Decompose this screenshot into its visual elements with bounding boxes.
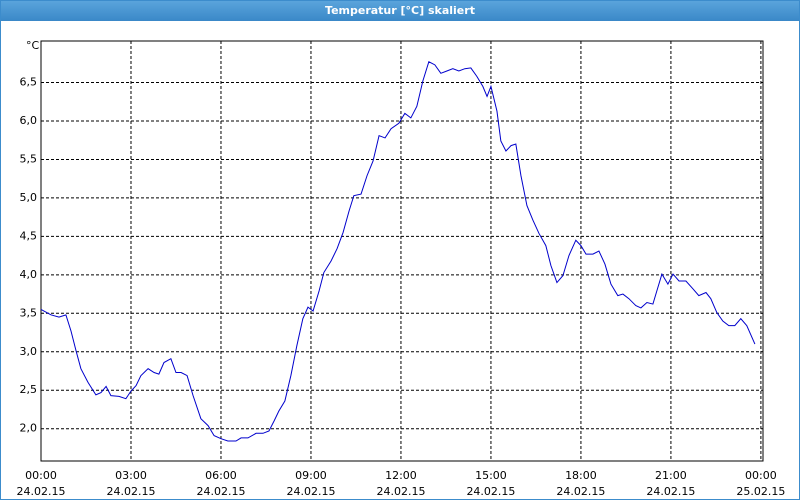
title-bar: Temperatur [°C] skaliert [1,1,799,21]
x-tick-label: 03:00 [115,469,147,482]
x-tick-date: 25.02.15 [736,485,785,498]
x-tick-label: 00:00 [25,469,57,482]
y-tick-label: 6,5 [20,76,38,89]
y-tick-label: 6,0 [20,114,38,127]
x-tick-date: 24.02.15 [376,485,425,498]
y-tick-label: 2,5 [20,383,38,396]
x-tick-date: 24.02.15 [466,485,515,498]
x-tick-date: 24.02.15 [286,485,335,498]
y-tick-label: 4,5 [20,229,38,242]
x-tick-label: 15:00 [475,469,507,482]
y-tick-label: 5,5 [20,152,38,165]
y-tick-label: 4,0 [20,268,38,281]
chart: °C 2,0 2,5 3,0 3,5 4,0 4,5 5,0 5,5 6,0 6,5 00:00 24… [17,39,786,498]
x-tick-label: 12:00 [385,469,417,482]
x-tick-date: 24.02.15 [556,485,605,498]
x-tick-label: 06:00 [205,469,237,482]
x-tick-label: 00:00 [745,469,777,482]
x-tick-label: 18:00 [565,469,597,482]
y-unit: °C [26,39,40,52]
plot-frame [40,40,764,462]
temperature-line [40,61,756,442]
x-tick-date: 24.02.15 [646,485,695,498]
x-tick-date: 24.02.15 [17,485,66,498]
x-tick-label: 09:00 [295,469,327,482]
y-tick-label: 3,5 [20,306,38,319]
y-tick-label: 5,0 [20,191,38,204]
y-tick-label: 2,0 [20,422,38,435]
x-tick-label: 21:00 [655,469,687,482]
x-tick-date: 24.02.15 [106,485,155,498]
x-tick-date: 24.02.15 [196,485,245,498]
y-tick-label: 3,0 [20,345,38,358]
